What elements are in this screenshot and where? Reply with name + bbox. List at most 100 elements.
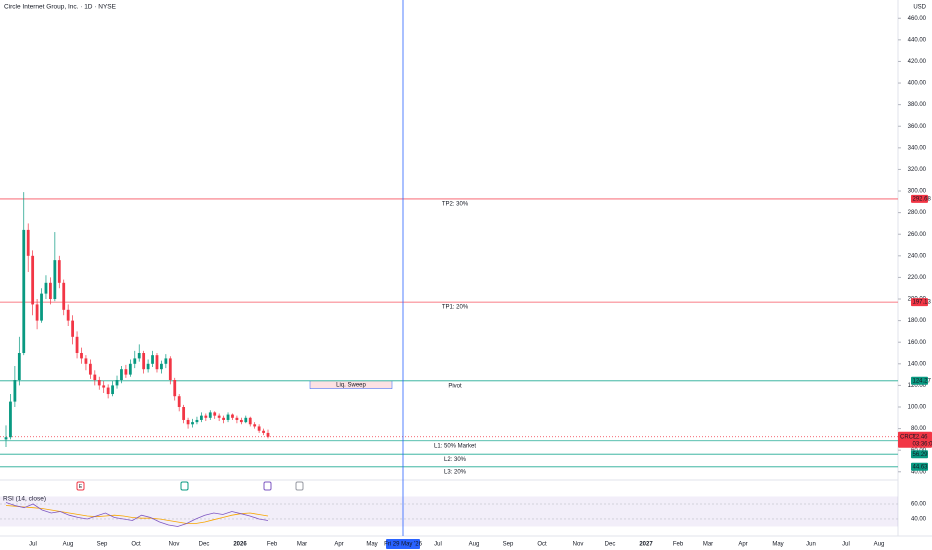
candle-body: [248, 417, 252, 425]
candle-body: [22, 229, 26, 354]
candle-body: [102, 385, 106, 388]
last-price-value: 72.46: [913, 434, 929, 440]
last-price-box: [898, 431, 932, 448]
candle-body: [111, 385, 114, 395]
currency: USD: [913, 5, 926, 11]
level-price-box: [911, 194, 928, 203]
time-label: Sep: [503, 542, 514, 548]
candle-body: [239, 419, 243, 423]
price-tick-label: 400.00: [908, 81, 927, 87]
candle-body: [35, 304, 39, 321]
time-label: Jun: [806, 542, 816, 548]
price-tick-label: 340.00: [908, 145, 927, 151]
candle-body: [155, 355, 159, 370]
candle-body: [66, 309, 70, 321]
level-price-label: 197.13: [913, 300, 932, 306]
candle-body: [124, 369, 128, 375]
rsi-tick-label: 60.00: [911, 502, 927, 508]
price-tick-label: 460.00: [908, 16, 927, 22]
time-label: Jul: [29, 542, 37, 548]
candle-body: [173, 380, 177, 397]
candle-body: [164, 358, 168, 364]
candle-body: [31, 255, 35, 305]
candle-body: [266, 432, 270, 437]
event-icon[interactable]: [76, 481, 85, 491]
candle-body: [57, 260, 61, 283]
candle-body: [75, 336, 79, 354]
candle-body: [13, 380, 17, 402]
candle-body: [235, 417, 239, 420]
price-tick-label: 320.00: [908, 167, 927, 173]
candle-body: [40, 293, 43, 321]
time-label: 2026: [233, 542, 247, 548]
event-icon[interactable]: [295, 481, 304, 491]
level-price-box: [911, 376, 928, 385]
price-tick-label: 140.00: [908, 361, 927, 367]
candle-body: [191, 422, 194, 425]
time-label: Apr: [334, 542, 343, 548]
level-price-label: 44.63: [913, 464, 929, 470]
level-label: L1: 50% Market: [434, 443, 476, 449]
level-label: L3: 20%: [444, 469, 467, 475]
time-label: Feb: [267, 542, 278, 548]
time-label: Dec: [605, 542, 616, 548]
candle-body: [53, 260, 57, 300]
candle-body: [133, 358, 137, 364]
candle-body: [168, 358, 172, 381]
level-label: L2: 30%: [444, 457, 467, 463]
level-price-label: 292.68: [913, 197, 932, 203]
candle-body: [253, 424, 257, 427]
rsi-tick-label: 40.00: [911, 517, 927, 523]
level-label: Pivot: [448, 383, 462, 389]
time-label: Sep: [97, 542, 108, 548]
candle-body: [262, 430, 265, 433]
candle-body: [120, 369, 123, 381]
rsi-title: RSI (14, close): [3, 496, 46, 503]
level-price-box: [911, 298, 928, 307]
event-icon[interactable]: [263, 481, 272, 491]
time-label: Apr: [738, 542, 747, 548]
candle-body: [244, 417, 248, 423]
time-label: Nov: [169, 542, 180, 548]
candle-body: [208, 412, 212, 418]
price-tick-label: 280.00: [908, 210, 927, 216]
crosshair-box: [386, 539, 420, 549]
event-icon[interactable]: [180, 481, 189, 491]
candle-body: [160, 363, 163, 370]
candle-body: [231, 414, 234, 418]
candle-body: [106, 387, 110, 395]
time-label: Oct: [537, 542, 547, 548]
event-label: E: [79, 484, 83, 490]
candle-body: [222, 417, 225, 420]
candle-body: [186, 419, 190, 425]
price-tick-label: 240.00: [908, 253, 927, 259]
rsi-line: [5, 502, 269, 527]
price-tick-label: 380.00: [908, 102, 927, 108]
candle-body: [88, 363, 92, 375]
candle-body: [62, 282, 66, 310]
price-tick-label: 440.00: [908, 37, 927, 43]
price-tick-label: 160.00: [908, 340, 927, 346]
candle-body: [128, 363, 132, 375]
time-label: 2027: [639, 542, 653, 548]
chart-title: Circle Internet Group, Inc. · 1D · NYSE: [4, 4, 117, 11]
candle-body: [217, 415, 221, 418]
price-tick-label: 100.00: [908, 405, 927, 411]
time-label: Mar: [703, 542, 713, 548]
candle-body: [44, 282, 48, 294]
candle-body: [146, 363, 150, 370]
price-tick-label: 180.00: [908, 318, 927, 324]
time-label: Feb: [673, 542, 684, 548]
candle-body: [195, 419, 199, 423]
price-tick-label: 360.00: [908, 124, 927, 130]
candle-body: [84, 358, 88, 364]
candle-body: [26, 229, 30, 256]
time-label: May: [366, 542, 377, 548]
candle-body: [9, 401, 12, 438]
candle-body: [17, 353, 21, 381]
last-price-countdown: 03:36:06: [913, 441, 932, 447]
price-tick-label: 260.00: [908, 232, 927, 238]
level-price-label: 124.27: [913, 378, 932, 384]
